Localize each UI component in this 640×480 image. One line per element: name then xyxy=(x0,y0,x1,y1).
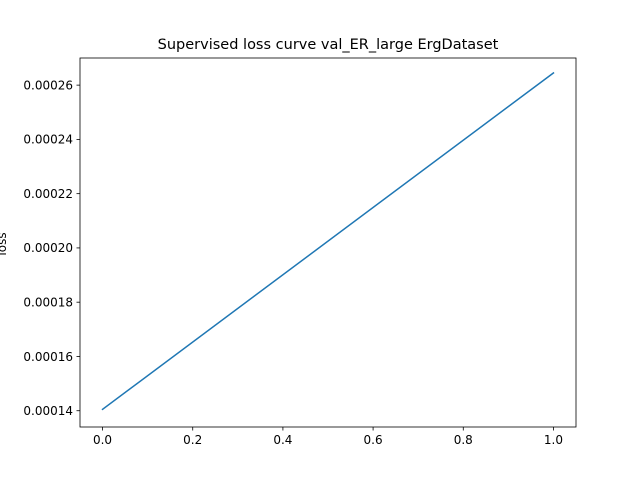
y-tick-label: 0.00024 xyxy=(23,133,73,147)
y-tick-label: 0.00018 xyxy=(23,295,73,309)
x-tick-label: 0.4 xyxy=(273,433,292,447)
x-tick-label: 0.8 xyxy=(454,433,473,447)
y-tick-label: 0.00016 xyxy=(23,350,73,364)
y-tick-label: 0.00020 xyxy=(23,241,73,255)
y-tick-label: 0.00014 xyxy=(23,404,73,418)
x-tick-label: 0.2 xyxy=(183,433,202,447)
chart-title: Supervised loss curve val_ER_large ErgDa… xyxy=(158,37,499,53)
x-tick-label: 0.0 xyxy=(93,433,112,447)
y-axis-label: loss xyxy=(0,232,9,255)
series-line-0 xyxy=(101,71,555,411)
x-tick-label: 1.0 xyxy=(544,433,563,447)
y-tick-label: 0.00022 xyxy=(23,187,73,201)
y-tick-label: 0.00026 xyxy=(23,78,73,92)
axes-frame xyxy=(79,57,577,428)
x-tick-label: 0.6 xyxy=(364,433,383,447)
plot-area: 0.0 0.2 0.4 0.6 0.8 1.0 0.00014 0.00016 0.00018 0… xyxy=(23,57,577,447)
